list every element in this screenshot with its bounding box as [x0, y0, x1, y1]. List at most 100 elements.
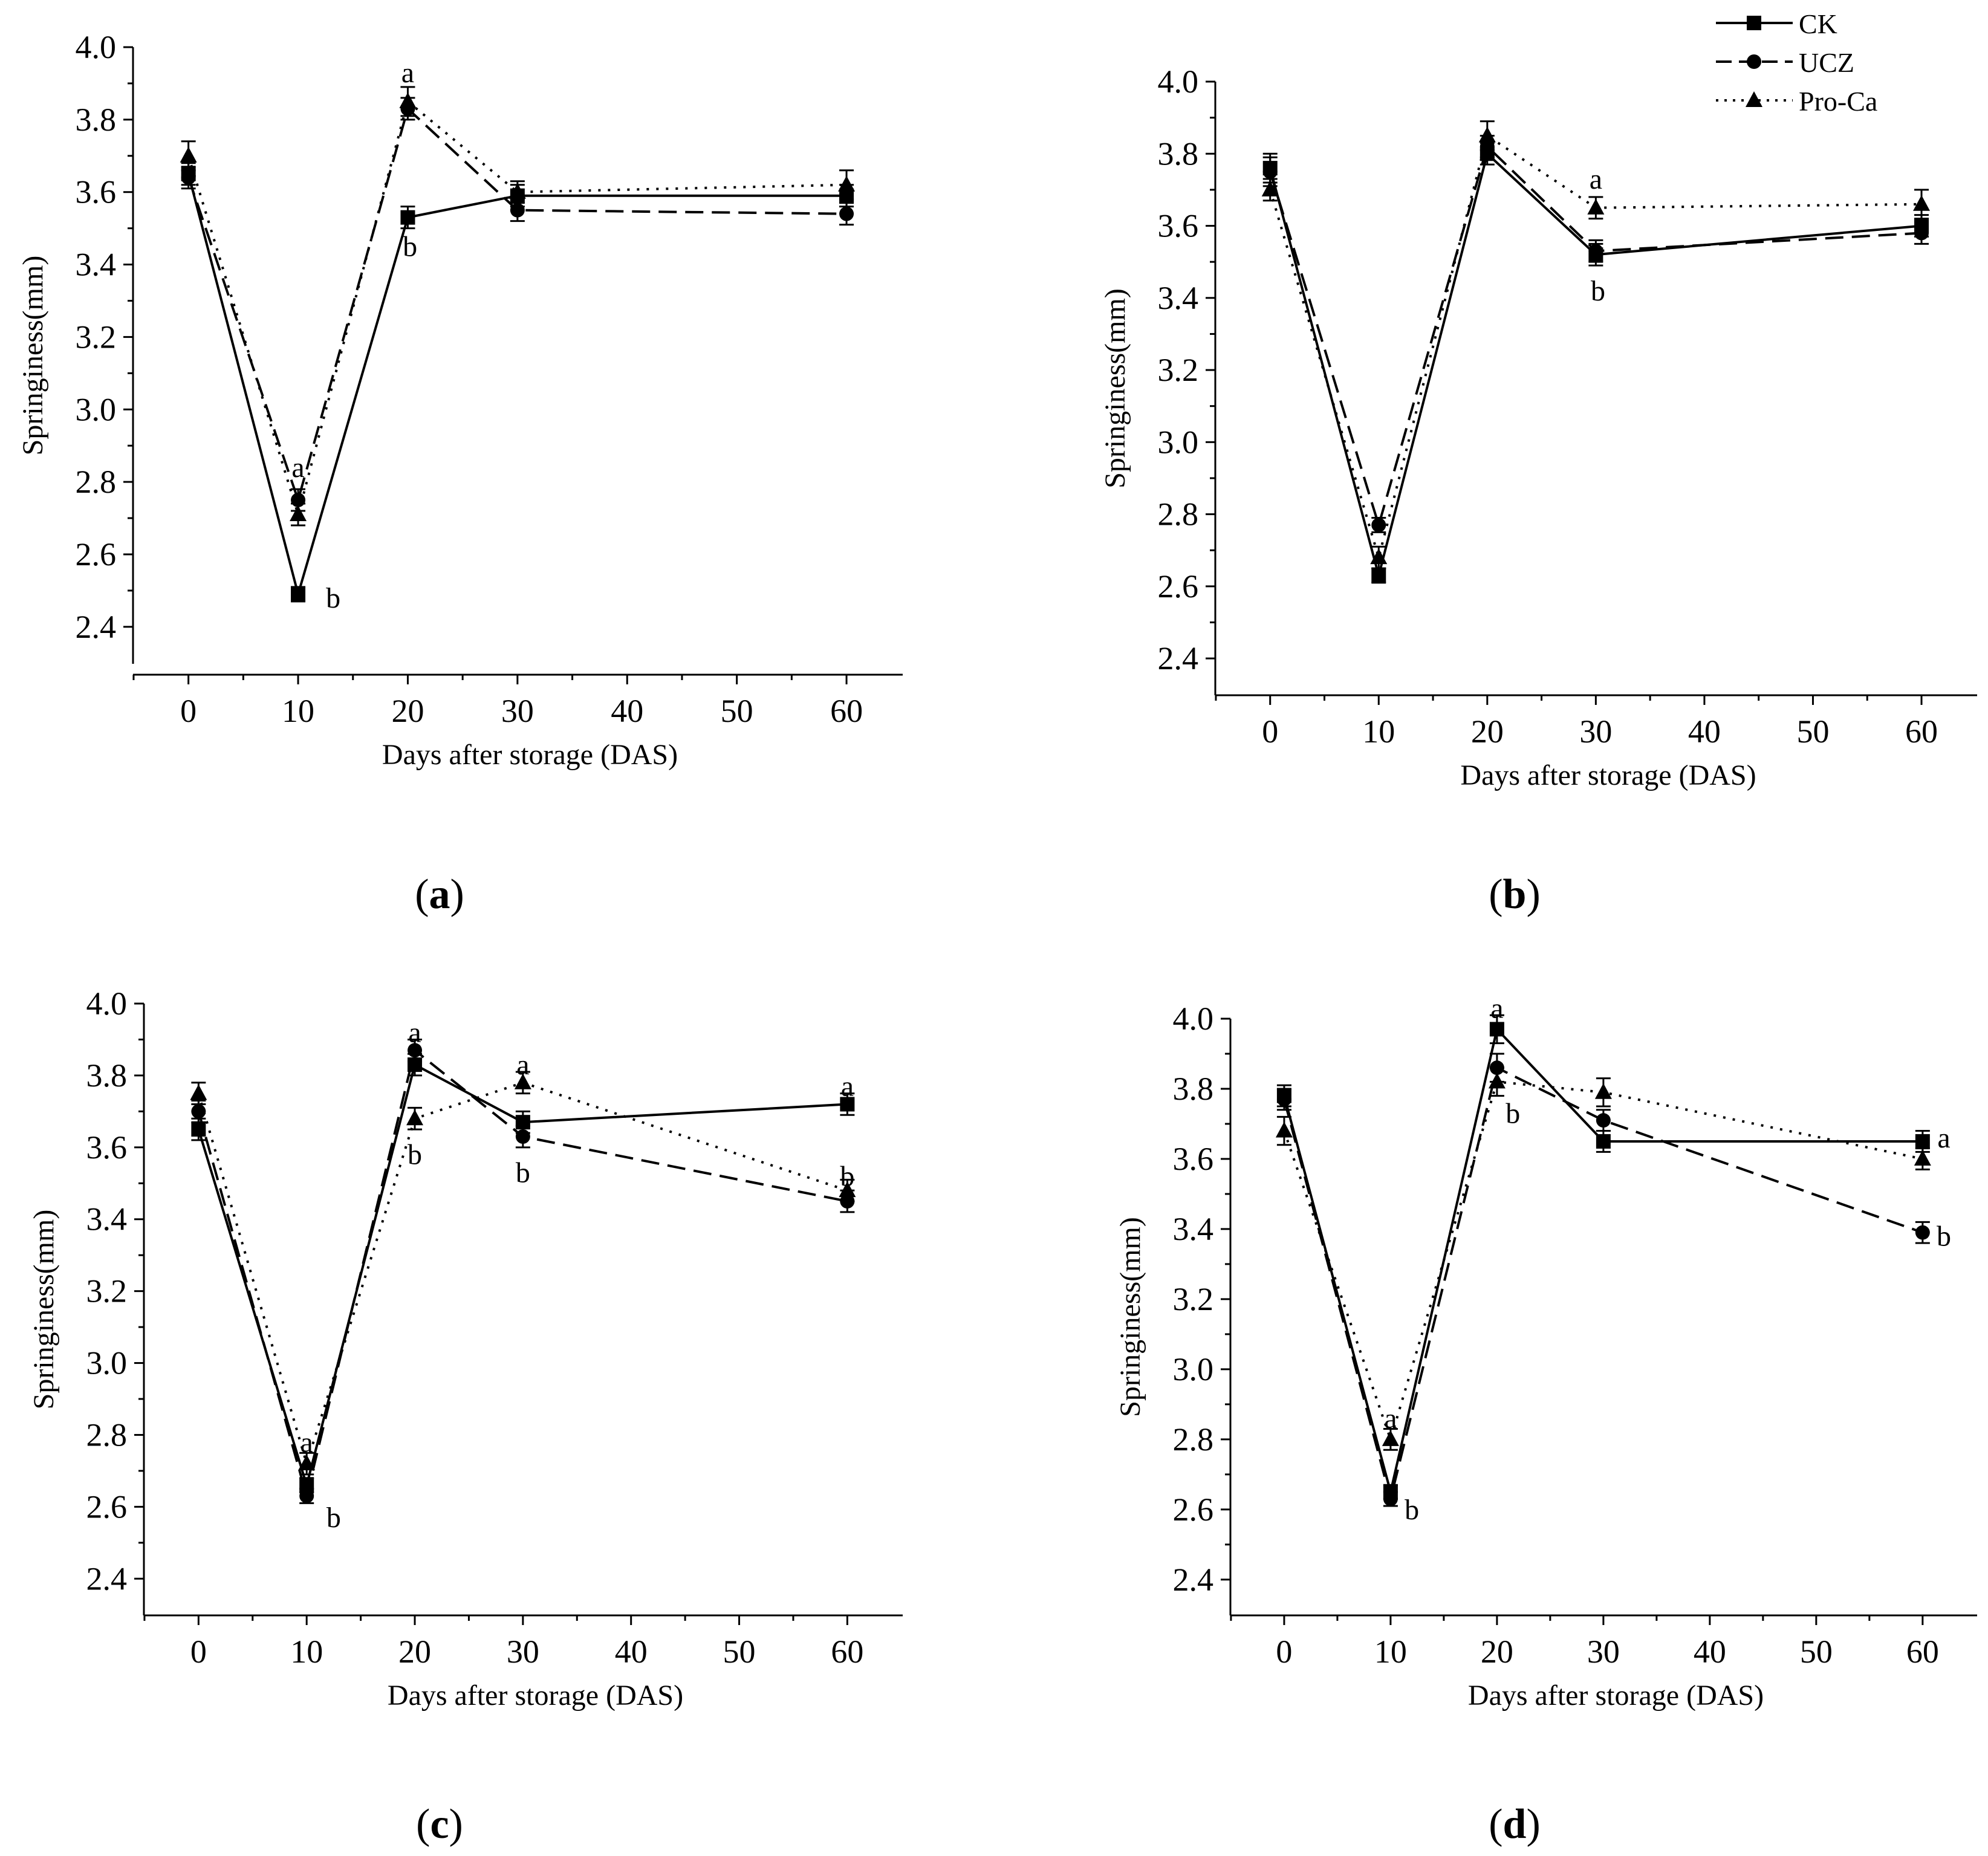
data-point — [180, 146, 197, 163]
significance-letter: b — [840, 1160, 854, 1192]
y-tick-label: 4.0 — [76, 29, 117, 65]
data-point — [191, 1104, 206, 1119]
x-tick-label: 30 — [507, 1634, 539, 1670]
data-point — [1382, 1430, 1399, 1446]
x-tick-label: 50 — [723, 1634, 756, 1670]
series-proca — [1261, 120, 1931, 569]
significance-letter: a — [300, 1426, 313, 1458]
data-point — [1915, 1225, 1930, 1240]
x-tick-label: 40 — [611, 693, 643, 729]
y-tick-label: 3.2 — [76, 319, 117, 355]
y-tick-label: 2.8 — [1158, 496, 1199, 533]
data-point — [191, 1122, 206, 1137]
x-tick-label: 40 — [1694, 1634, 1726, 1670]
x-tick-label: 40 — [615, 1634, 648, 1670]
x-axis-label: Days after storage (DAS) — [1468, 1679, 1764, 1712]
data-point — [1914, 1149, 1931, 1166]
series-ucz — [1276, 1053, 1930, 1507]
data-point — [1478, 126, 1496, 143]
legend-marker — [1746, 91, 1762, 107]
y-axis-label: Springiness(mm) — [1114, 1217, 1146, 1417]
x-tick-label: 20 — [1481, 1634, 1513, 1670]
significance-letter: b — [408, 1139, 422, 1171]
y-tick-label: 3.6 — [76, 174, 117, 210]
data-point — [1370, 548, 1388, 565]
significance-letter: b — [1591, 275, 1605, 307]
y-tick-label: 2.6 — [76, 536, 117, 573]
y-tick-label: 2.8 — [1173, 1421, 1214, 1458]
significance-letter: a — [401, 57, 414, 89]
y-tick-label: 2.4 — [76, 609, 117, 645]
series-proca — [1275, 1066, 1931, 1451]
y-tick-label: 3.2 — [1173, 1281, 1214, 1317]
x-tick-label: 50 — [721, 693, 753, 729]
legend-marker — [1747, 54, 1761, 69]
x-axis-label: Days after storage (DAS) — [382, 739, 678, 771]
series-line — [187, 106, 847, 504]
series-proca — [190, 1071, 856, 1476]
legend-marker — [1747, 16, 1761, 30]
series-ucz — [191, 1038, 855, 1504]
data-point — [1261, 180, 1279, 196]
x-tick-label: 20 — [391, 693, 424, 729]
data-point — [840, 1097, 855, 1112]
y-tick-label: 3.4 — [1158, 280, 1199, 316]
data-point — [291, 586, 306, 602]
y-tick-label: 3.0 — [1173, 1351, 1214, 1387]
significance-letter: b — [1405, 1494, 1419, 1526]
series-ck — [181, 162, 854, 603]
significance-letter: a — [408, 1017, 421, 1049]
x-tick-label: 0 — [190, 1634, 207, 1670]
data-point — [839, 206, 854, 221]
data-point — [290, 505, 307, 522]
legend-label: CK — [1799, 8, 1837, 39]
data-point — [1488, 1072, 1506, 1089]
x-tick-label: 60 — [1906, 1634, 1939, 1670]
x-tick-label: 30 — [1587, 1634, 1620, 1670]
x-tick-label: 20 — [398, 1634, 431, 1670]
data-point — [514, 1073, 531, 1089]
data-point — [839, 1181, 856, 1198]
significance-letter: b — [403, 231, 417, 263]
x-tick-label: 60 — [831, 1634, 863, 1670]
x-axis-label: Days after storage (DAS) — [1460, 759, 1756, 791]
x-tick-label: 0 — [1262, 713, 1278, 750]
y-tick-label: 2.6 — [1158, 568, 1199, 605]
legend: CK UCZ Pro-Ca — [1716, 8, 1877, 117]
data-point — [1371, 518, 1386, 533]
data-point — [190, 1084, 207, 1100]
series-line — [1268, 144, 1922, 530]
series-line — [187, 174, 847, 599]
legend-label: Pro-Ca — [1799, 86, 1877, 117]
y-axis-label: Springiness(mm) — [28, 1210, 60, 1410]
data-point — [298, 1455, 316, 1471]
y-axis-label: Springiness(mm) — [1099, 288, 1131, 488]
data-point — [1914, 226, 1929, 241]
x-tick-label: 10 — [1362, 713, 1395, 750]
panel-label: (c) — [416, 1801, 463, 1848]
data-point — [1588, 244, 1603, 259]
significance-letter: a — [1490, 993, 1503, 1025]
x-tick-label: 30 — [1579, 713, 1612, 750]
x-tick-label: 20 — [1471, 713, 1504, 750]
data-point — [400, 210, 415, 225]
y-tick-label: 2.4 — [1173, 1562, 1214, 1598]
data-point — [1383, 1491, 1398, 1507]
panel-label: (a) — [415, 871, 464, 918]
x-tick-label: 60 — [830, 693, 863, 729]
y-axis-label: Springiness(mm) — [17, 256, 49, 456]
panel-label: (d) — [1489, 1801, 1541, 1848]
y-tick-label: 3.6 — [86, 1129, 128, 1166]
y-tick-label: 2.4 — [1158, 640, 1199, 677]
y-tick-label: 3.0 — [76, 391, 117, 427]
significance-letter: b — [326, 1502, 341, 1534]
data-point — [510, 203, 525, 218]
y-tick-label: 4.0 — [86, 985, 128, 1022]
y-tick-label: 2.4 — [86, 1560, 128, 1597]
y-tick-label: 3.6 — [1158, 208, 1199, 244]
y-tick-label: 2.6 — [1173, 1491, 1214, 1528]
x-tick-label: 30 — [501, 693, 534, 729]
x-tick-label: 0 — [180, 693, 197, 729]
y-tick-label: 3.2 — [86, 1273, 128, 1309]
data-point — [1262, 164, 1278, 180]
